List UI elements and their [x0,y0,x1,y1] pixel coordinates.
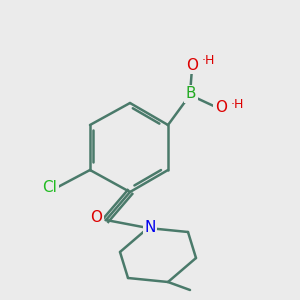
Text: ·H: ·H [231,98,244,112]
Text: Cl: Cl [43,181,57,196]
Text: O: O [215,100,227,116]
Text: O: O [186,58,198,73]
Text: B: B [186,86,196,101]
Text: N: N [144,220,156,235]
Text: ·H: ·H [202,53,215,67]
Text: O: O [90,211,102,226]
